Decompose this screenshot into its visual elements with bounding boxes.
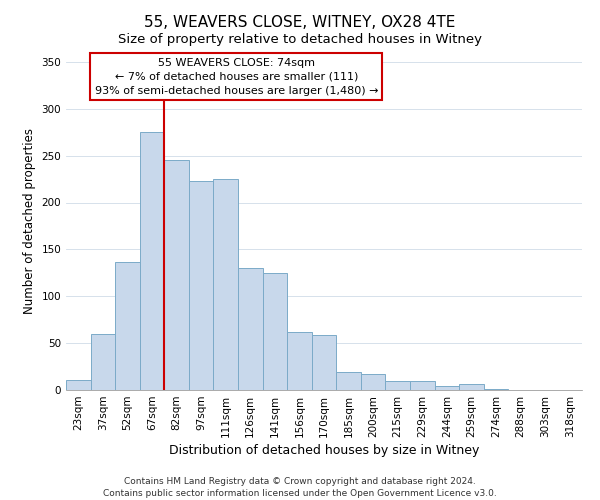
Y-axis label: Number of detached properties: Number of detached properties: [23, 128, 36, 314]
Bar: [238, 268, 263, 390]
Bar: [336, 372, 361, 390]
Bar: [263, 273, 287, 390]
Bar: [385, 380, 410, 390]
X-axis label: Distribution of detached houses by size in Witney: Distribution of detached houses by size …: [169, 444, 479, 457]
Bar: [164, 160, 189, 390]
Bar: [66, 380, 91, 390]
Bar: [361, 374, 385, 390]
Bar: [459, 384, 484, 390]
Bar: [484, 389, 508, 390]
Text: 55 WEAVERS CLOSE: 74sqm
← 7% of detached houses are smaller (111)
93% of semi-de: 55 WEAVERS CLOSE: 74sqm ← 7% of detached…: [95, 58, 378, 96]
Bar: [189, 181, 214, 390]
Bar: [410, 380, 434, 390]
Text: Size of property relative to detached houses in Witney: Size of property relative to detached ho…: [118, 32, 482, 46]
Bar: [91, 334, 115, 390]
Bar: [140, 132, 164, 390]
Bar: [434, 386, 459, 390]
Bar: [115, 262, 140, 390]
Bar: [214, 179, 238, 390]
Bar: [287, 332, 312, 390]
Text: Contains HM Land Registry data © Crown copyright and database right 2024.
Contai: Contains HM Land Registry data © Crown c…: [103, 476, 497, 498]
Text: 55, WEAVERS CLOSE, WITNEY, OX28 4TE: 55, WEAVERS CLOSE, WITNEY, OX28 4TE: [145, 15, 455, 30]
Bar: [312, 334, 336, 390]
